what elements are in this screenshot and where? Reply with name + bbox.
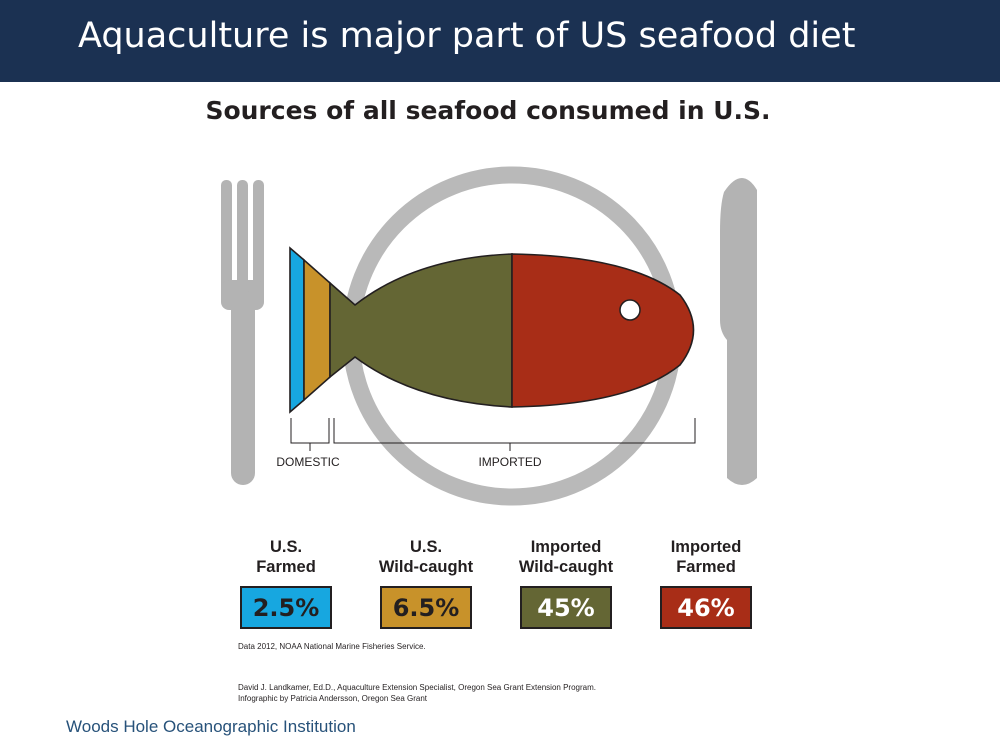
value-box-imported-farmed: 46% xyxy=(660,586,752,629)
category-label-line: U.S. xyxy=(409,538,443,556)
title-banner: Aquaculture is major part of US seafood … xyxy=(0,0,1000,82)
credit-line: Infographic by Patricia Andersson, Orego… xyxy=(238,694,427,703)
fish-chart xyxy=(289,246,695,414)
group-label-domestic: DOMESTIC xyxy=(276,455,340,469)
footer-organization: Woods Hole Oceanographic Institution xyxy=(66,717,356,736)
category-label-imported-farmed: Imported Farmed xyxy=(636,537,776,577)
imported-bracket xyxy=(333,418,696,444)
category-label-us-farmed: U.S. Farmed xyxy=(216,537,356,577)
fish-segment-us-farmed xyxy=(289,246,305,414)
category-label-line: Wild-caught xyxy=(518,558,614,576)
category-label-line: Imported xyxy=(670,538,742,556)
value-box-us-wild-caught: 6.5% xyxy=(380,586,472,629)
category-label-us-wild-caught: U.S. Wild-caught xyxy=(356,537,496,577)
category-label-imported-wild-caught: Imported Wild-caught xyxy=(496,537,636,577)
fish-eye-icon xyxy=(619,299,641,321)
group-brackets xyxy=(290,418,696,451)
value-box-imported-wild-caught: 45% xyxy=(520,586,612,629)
seafood-infographic: DOMESTIC IMPORTED xyxy=(221,166,757,506)
category-label-line: Farmed xyxy=(676,558,736,576)
fish-segment-us-wild-caught xyxy=(303,258,331,402)
category-label-line: Farmed xyxy=(256,558,316,576)
category-label-line: Imported xyxy=(530,538,602,556)
value-box-us-farmed: 2.5% xyxy=(240,586,332,629)
chart-title: Sources of all seafood consumed in U.S. xyxy=(205,96,771,125)
credit-line: David J. Landkamer, Ed.D., Aquaculture E… xyxy=(238,683,596,692)
slide-title: Aquaculture is major part of US seafood … xyxy=(78,16,856,56)
category-label-line: U.S. xyxy=(269,538,303,556)
source-note: Data 2012, NOAA National Marine Fisherie… xyxy=(238,642,426,651)
domestic-bracket xyxy=(290,418,330,444)
fork-icon xyxy=(221,180,264,485)
fish-segment-imported-farmed xyxy=(511,253,695,408)
category-label-line: Wild-caught xyxy=(378,558,474,576)
group-label-imported: IMPORTED xyxy=(478,455,541,469)
knife-icon xyxy=(720,177,757,485)
